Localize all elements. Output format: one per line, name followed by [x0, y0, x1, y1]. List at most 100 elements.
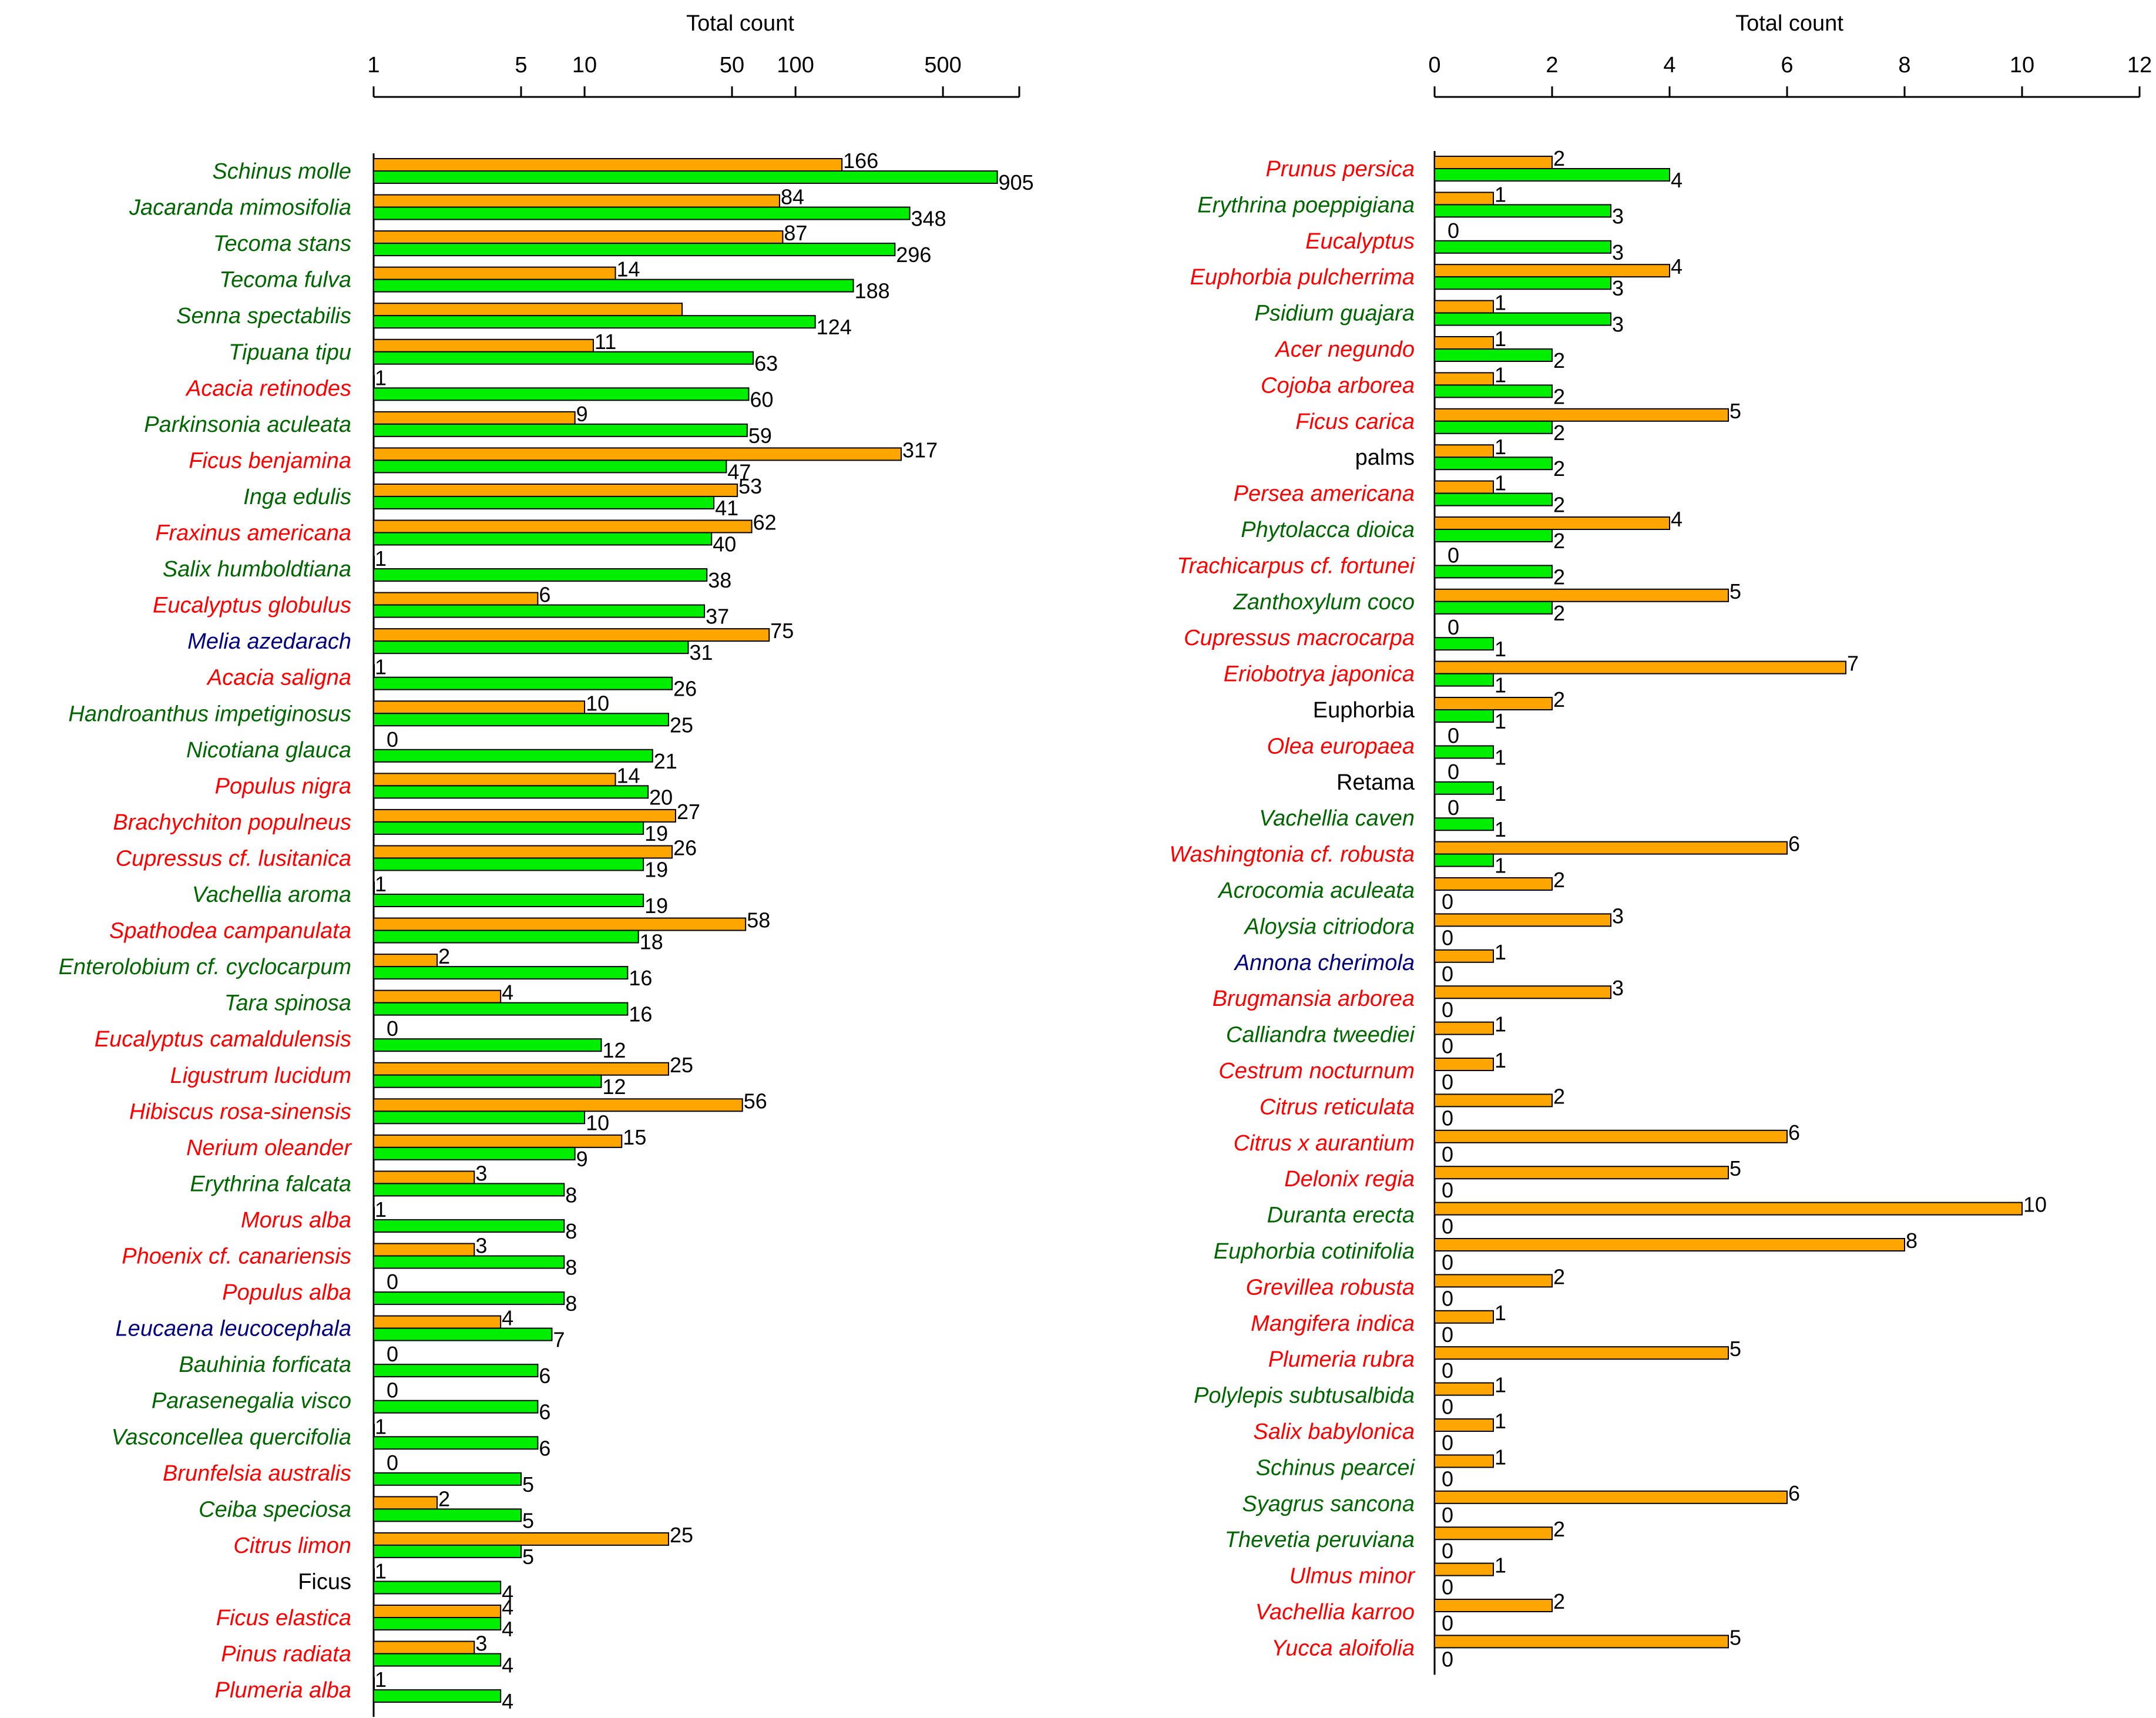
species-label: Ceiba speciosa [199, 1497, 351, 1522]
orange-bar [1434, 372, 1494, 386]
orange-value-label: 0 [1448, 615, 1459, 639]
green-bar [1434, 240, 1611, 254]
green-bar [373, 1219, 565, 1233]
orange-bar [1434, 949, 1494, 963]
green-value-label: 1 [1495, 745, 1506, 769]
species-label: Duranta erecta [1267, 1203, 1415, 1228]
green-bar [373, 857, 644, 871]
orange-value-label: 9 [576, 402, 588, 426]
green-value-label: 296 [896, 243, 931, 267]
green-bar [1434, 745, 1494, 759]
orange-value-label: 4 [502, 1306, 513, 1330]
species-label: Salix humboldtiana [163, 557, 351, 582]
green-value-label: 37 [706, 605, 729, 629]
species-label: Ficus carica [1295, 410, 1415, 434]
green-value-label: 41 [715, 496, 738, 520]
green-bar [1434, 637, 1494, 651]
orange-value-label: 1 [1495, 1373, 1506, 1397]
orange-value-label: 11 [595, 330, 616, 354]
species-label: Pinus radiata [221, 1642, 351, 1667]
green-value-label: 38 [708, 568, 731, 592]
green-bar [373, 1436, 539, 1450]
species-label: Plumeria alba [215, 1678, 351, 1703]
green-bar [373, 1327, 553, 1341]
orange-value-label: 1 [375, 872, 387, 896]
species-label: Ligustrum lucidum [170, 1063, 351, 1088]
green-value-label: 2 [1553, 529, 1565, 553]
green-bar [373, 1291, 565, 1306]
orange-value-label: 1 [1495, 1445, 1506, 1469]
species-label: Euphorbia pulcherrima [1190, 265, 1415, 290]
green-value-label: 6 [539, 1364, 550, 1388]
species-label: Calliandra tweediei [1226, 1023, 1416, 1048]
orange-bar [1434, 444, 1494, 458]
species-label: Ficus benjamina [189, 448, 351, 473]
orange-value-label: 4 [1671, 254, 1683, 278]
orange-bar [373, 1496, 438, 1510]
green-value-label: 0 [1442, 1250, 1453, 1274]
orange-bar [1434, 1166, 1729, 1180]
species-label: Acacia retinodes [185, 376, 351, 401]
green-bar [373, 1617, 502, 1630]
orange-bar [373, 411, 576, 425]
orange-value-label: 25 [670, 1053, 693, 1077]
green-bar [373, 1581, 502, 1595]
orange-bar [373, 338, 594, 353]
species-label: Vachellia karroo [1255, 1600, 1415, 1625]
species-label: Eucalyptus globulus [153, 593, 351, 618]
orange-bar [1434, 192, 1494, 206]
left-x-tick-label: 100 [777, 53, 814, 78]
left-axis-title: Total count [686, 11, 794, 36]
orange-value-label: 10 [586, 691, 609, 715]
orange-bar [1434, 1058, 1494, 1071]
green-bar [373, 351, 754, 365]
orange-bar [1434, 1562, 1494, 1576]
orange-bar [373, 1315, 502, 1329]
green-value-label: 0 [1442, 1539, 1453, 1563]
orange-bar [1434, 1021, 1494, 1035]
species-label: Aloysia citriodora [1244, 914, 1415, 939]
green-value-label: 19 [644, 894, 668, 918]
orange-value-label: 1 [375, 1559, 387, 1583]
green-value-label: 2 [1553, 384, 1565, 408]
species-label: Brunfelsia australis [163, 1461, 351, 1486]
green-value-label: 19 [644, 821, 668, 845]
orange-bar [373, 700, 586, 714]
species-label: Psidium guajara [1255, 301, 1415, 326]
species-label: Senna spectabilis [176, 304, 351, 328]
orange-bar [1434, 408, 1729, 422]
orange-value-label: 2 [1553, 1264, 1565, 1288]
species-label: Zanthoxylum coco [1233, 590, 1415, 615]
green-value-label: 12 [602, 1038, 626, 1062]
green-value-label: 4 [502, 1653, 513, 1677]
green-value-label: 1 [1495, 637, 1506, 661]
green-value-label: 188 [855, 279, 890, 303]
orange-value-label: 2 [438, 944, 450, 968]
green-value-label: 21 [654, 749, 677, 773]
green-value-label: 2 [1553, 348, 1565, 373]
green-bar [1434, 600, 1553, 615]
orange-value-label: 5 [1729, 579, 1741, 603]
species-label: Retama [1336, 770, 1415, 795]
green-value-label: 5 [522, 1508, 534, 1532]
green-value-label: 12 [602, 1075, 626, 1099]
green-value-label: 0 [1442, 925, 1453, 949]
orange-bar [1434, 1093, 1553, 1108]
green-bar [373, 495, 715, 509]
species-label: Eriobotrya japonica [1224, 662, 1415, 687]
green-value-label: 8 [565, 1219, 577, 1243]
orange-bar [373, 773, 616, 787]
green-value-label: 40 [713, 532, 736, 556]
green-bar [373, 1689, 502, 1703]
green-value-label: 6 [539, 1436, 550, 1460]
green-value-label: 4 [502, 1581, 513, 1605]
species-label: Erythrina poeppigiana [1197, 193, 1415, 217]
green-bar [1434, 420, 1553, 434]
orange-bar [1434, 1382, 1494, 1396]
right-x-tick-label: 12 [2127, 53, 2152, 78]
orange-bar [1434, 1490, 1788, 1504]
green-bar [373, 930, 639, 944]
green-bar [373, 1002, 629, 1016]
species-label: Cojoba arborea [1261, 373, 1415, 398]
